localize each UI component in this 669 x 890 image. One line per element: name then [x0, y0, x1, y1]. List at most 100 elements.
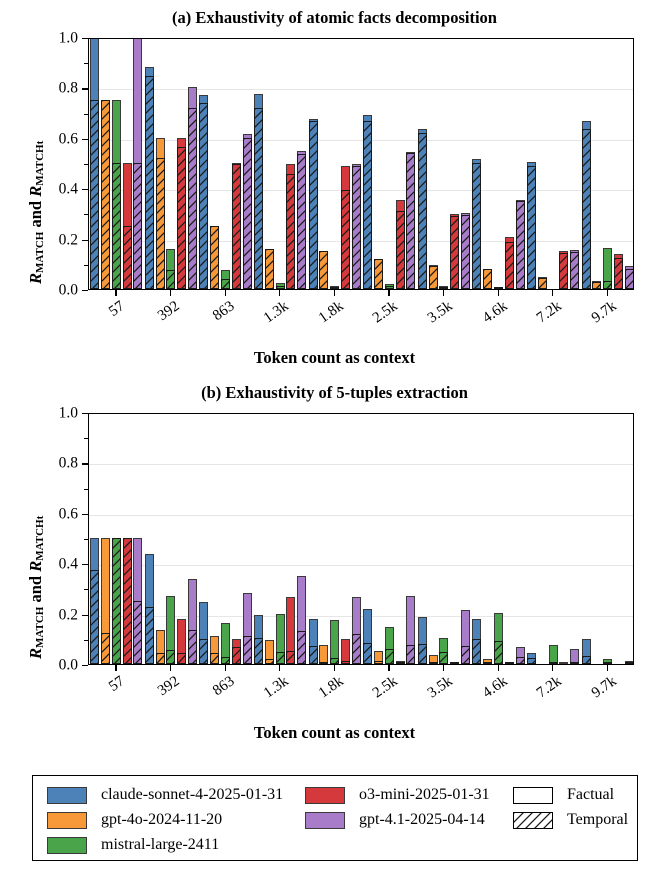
- bar-temporal: [428, 662, 438, 664]
- x-tick-mark: [442, 665, 445, 671]
- bar-temporal: [210, 226, 220, 289]
- x-tick-label: 4.6k: [479, 673, 511, 702]
- bar-temporal: [483, 269, 493, 289]
- bar-temporal: [144, 606, 154, 664]
- legend-item-mistral[interactable]: mistral-large-2411: [47, 834, 219, 856]
- gridline: [89, 464, 633, 466]
- bar-temporal: [493, 640, 504, 664]
- bar-temporal: [624, 268, 633, 289]
- y-tick-mark: [82, 513, 88, 516]
- legend-item-claude[interactable]: claude-sonnet-4-2025-01-31: [47, 784, 283, 806]
- bar-temporal: [330, 287, 340, 289]
- bar-temporal: [90, 100, 100, 289]
- bar-temporal: [297, 154, 307, 289]
- legend-item-gpt41[interactable]: gpt-4.1-2025-04-14: [305, 809, 485, 831]
- x-tick-mark: [224, 290, 226, 296]
- bar-temporal: [199, 103, 209, 289]
- x-tick-mark: [333, 290, 336, 296]
- legend-swatch-temporal: [513, 811, 553, 829]
- bar-temporal: [483, 662, 493, 664]
- bar-temporal: [351, 166, 361, 289]
- x-tick-mark: [497, 290, 499, 296]
- bar-temporal: [526, 658, 537, 664]
- legend-item-gpt4o[interactable]: gpt-4o-2024-11-20: [47, 809, 222, 831]
- x-tick-label: 3.5k: [424, 673, 456, 702]
- bar-temporal: [264, 658, 274, 664]
- y-tick-label: 0.8: [58, 79, 78, 97]
- bar-temporal: [220, 278, 231, 289]
- bar-temporal: [504, 662, 514, 664]
- x-tick-label: 57: [106, 673, 128, 695]
- x-tick-label: 392: [154, 673, 183, 700]
- bar-temporal: [275, 285, 285, 289]
- y-tick-mark-minor: [84, 113, 88, 115]
- legend-swatch-gpt41: [305, 811, 345, 829]
- x-tick-mark: [333, 665, 336, 671]
- gridline: [89, 514, 633, 516]
- bar-temporal: [297, 631, 307, 664]
- gridline: [89, 615, 633, 617]
- bar-temporal: [624, 662, 633, 664]
- y-tick-mark: [82, 138, 88, 141]
- bar-temporal: [264, 249, 274, 289]
- bar-temporal: [199, 638, 209, 664]
- bar-temporal: [373, 259, 384, 289]
- bar-temporal: [515, 656, 525, 664]
- legend-item-o3mini[interactable]: o3-mini-2025-01-31: [305, 784, 490, 806]
- x-tick-mark: [606, 665, 609, 671]
- bar-temporal: [581, 128, 591, 289]
- x-tick-label: 2.5k: [370, 298, 401, 327]
- y-tick-mark-minor: [84, 63, 88, 65]
- y-tick-mark-minor: [84, 589, 88, 591]
- y-tick-mark-minor: [84, 438, 88, 440]
- bar-temporal: [122, 538, 132, 664]
- bar-temporal: [177, 653, 187, 664]
- bar-temporal: [472, 163, 482, 289]
- y-tick-label: 0.0: [58, 656, 78, 674]
- bar-temporal: [363, 643, 373, 664]
- bar-temporal: [472, 639, 482, 664]
- legend-item-temporal[interactable]: Temporal: [513, 809, 628, 831]
- x-axis-label: Token count as context: [253, 348, 416, 367]
- bar-temporal: [319, 251, 329, 289]
- gridline: [89, 565, 633, 567]
- panel-a-title: (a) Exhaustivity of atomic facts decompo…: [172, 8, 497, 27]
- bar-temporal: [330, 658, 340, 664]
- y-tick-mark: [82, 189, 88, 191]
- legend-swatch-claude: [47, 786, 87, 804]
- legend-item-factual[interactable]: Factual: [513, 784, 614, 806]
- x-tick-label: 9.7k: [588, 673, 620, 702]
- y-tick-mark-minor: [84, 164, 88, 166]
- bar-temporal: [493, 287, 504, 289]
- bar-temporal: [603, 281, 613, 289]
- bar-temporal: [559, 252, 569, 289]
- panel-b: (b) Exhaustivity of 5-tuples extraction …: [0, 383, 669, 743]
- bar-temporal: [144, 76, 154, 289]
- bar-temporal: [548, 661, 558, 664]
- x-tick-mark: [497, 665, 499, 671]
- panel-a-axes: [88, 38, 634, 290]
- y-tick-mark-minor: [84, 264, 88, 266]
- bar-temporal: [100, 632, 111, 664]
- legend-label-mistral: mistral-large-2411: [101, 836, 220, 853]
- x-tick-label: 3.5k: [424, 298, 456, 327]
- y-tick-mark: [82, 413, 88, 415]
- bar-temporal: [187, 630, 198, 664]
- x-tick-label: 1.8k: [315, 298, 347, 327]
- bar-temporal: [286, 174, 296, 289]
- bar-factual: [559, 662, 569, 664]
- bar-temporal: [384, 286, 394, 289]
- gridline: [89, 139, 633, 141]
- bar-temporal: [460, 215, 471, 289]
- y-tick-label: 0.0: [58, 281, 78, 299]
- y-tick-label: 1.0: [58, 404, 78, 422]
- x-tick-mark: [115, 665, 117, 671]
- x-tick-label: 863: [209, 298, 238, 325]
- bar-temporal: [242, 636, 252, 664]
- bar-temporal: [428, 266, 438, 289]
- y-tick-mark: [82, 88, 88, 90]
- bar-temporal: [308, 121, 318, 289]
- bar-temporal: [570, 661, 580, 664]
- legend-swatch-mistral: [47, 836, 87, 854]
- y-tick-label: 1.0: [58, 29, 78, 47]
